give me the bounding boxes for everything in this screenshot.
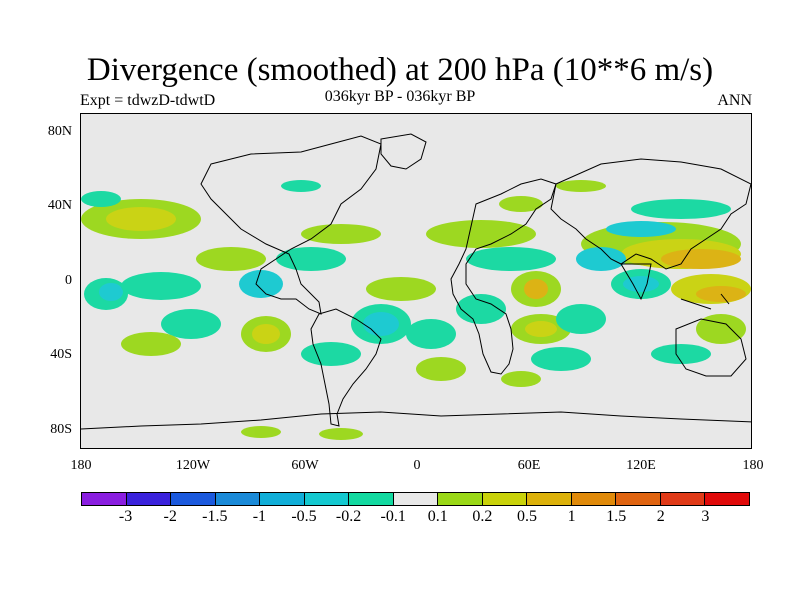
coastlines xyxy=(81,133,751,430)
lon-label-180w: 180 xyxy=(70,458,92,473)
lat-label-0: 0 xyxy=(65,273,72,288)
divergence-map xyxy=(81,114,751,448)
colorbar-label: 1 xyxy=(567,508,576,525)
colorbar-label: 0.1 xyxy=(427,508,448,525)
colorbar-box xyxy=(616,493,661,505)
colorbar-box xyxy=(571,493,617,505)
colorbar-label: -1.5 xyxy=(202,508,228,525)
divergence-fields xyxy=(81,180,751,440)
colorbar-box xyxy=(705,493,749,505)
colorbar-label: -3 xyxy=(118,508,133,525)
lat-label-80n: 80N xyxy=(47,124,72,139)
lon-label-120e: 120E xyxy=(626,458,656,473)
lon-label-120w: 120W xyxy=(175,458,211,473)
lon-label-60e: 60E xyxy=(517,458,541,473)
colorbar-label: 3 xyxy=(701,508,710,525)
plot-title: Divergence (smoothed) at 200 hPa (10**6 … xyxy=(86,52,714,88)
colorbar-label: -2 xyxy=(163,508,177,525)
colorbar-box xyxy=(171,493,216,505)
colorbar-box xyxy=(438,493,483,505)
colorbar-box xyxy=(482,493,528,505)
colorbar-box xyxy=(82,493,127,505)
period-label: 036kyr BP - 036kyr BP xyxy=(324,88,476,105)
colorbar-box xyxy=(126,493,172,505)
colorbar-label: 0.5 xyxy=(517,508,537,525)
lon-label-0: 0 xyxy=(413,458,421,473)
colorbar-label: -0.2 xyxy=(335,508,362,525)
lat-label-40s: 40S xyxy=(50,347,72,362)
colorbar-box xyxy=(304,493,350,505)
colorbar-label: 2 xyxy=(656,508,665,525)
colorbar-label: 0.2 xyxy=(472,508,493,525)
colorbar-label: 1.5 xyxy=(606,508,627,525)
colorbar-box xyxy=(215,493,261,505)
colorbar-label: -1 xyxy=(252,508,267,525)
colorbar xyxy=(81,492,750,506)
lat-label-80s: 80S xyxy=(50,422,72,437)
colorbar-box xyxy=(393,493,439,505)
lon-label-180e: 180 xyxy=(742,458,764,473)
colorbar-box xyxy=(660,493,706,505)
colorbar-box xyxy=(349,493,394,505)
colorbar-box xyxy=(260,493,305,505)
colorbar-label: -0.5 xyxy=(291,508,317,525)
lon-label-60w: 60W xyxy=(291,458,319,473)
season-label: ANN xyxy=(717,92,752,109)
colorbar-box xyxy=(527,493,572,505)
colorbar-label: -0.1 xyxy=(380,508,406,525)
lat-label-40n: 40N xyxy=(47,198,72,213)
experiment-label: Expt = tdwzD-tdwtD xyxy=(80,92,216,109)
map-panel xyxy=(80,113,752,449)
